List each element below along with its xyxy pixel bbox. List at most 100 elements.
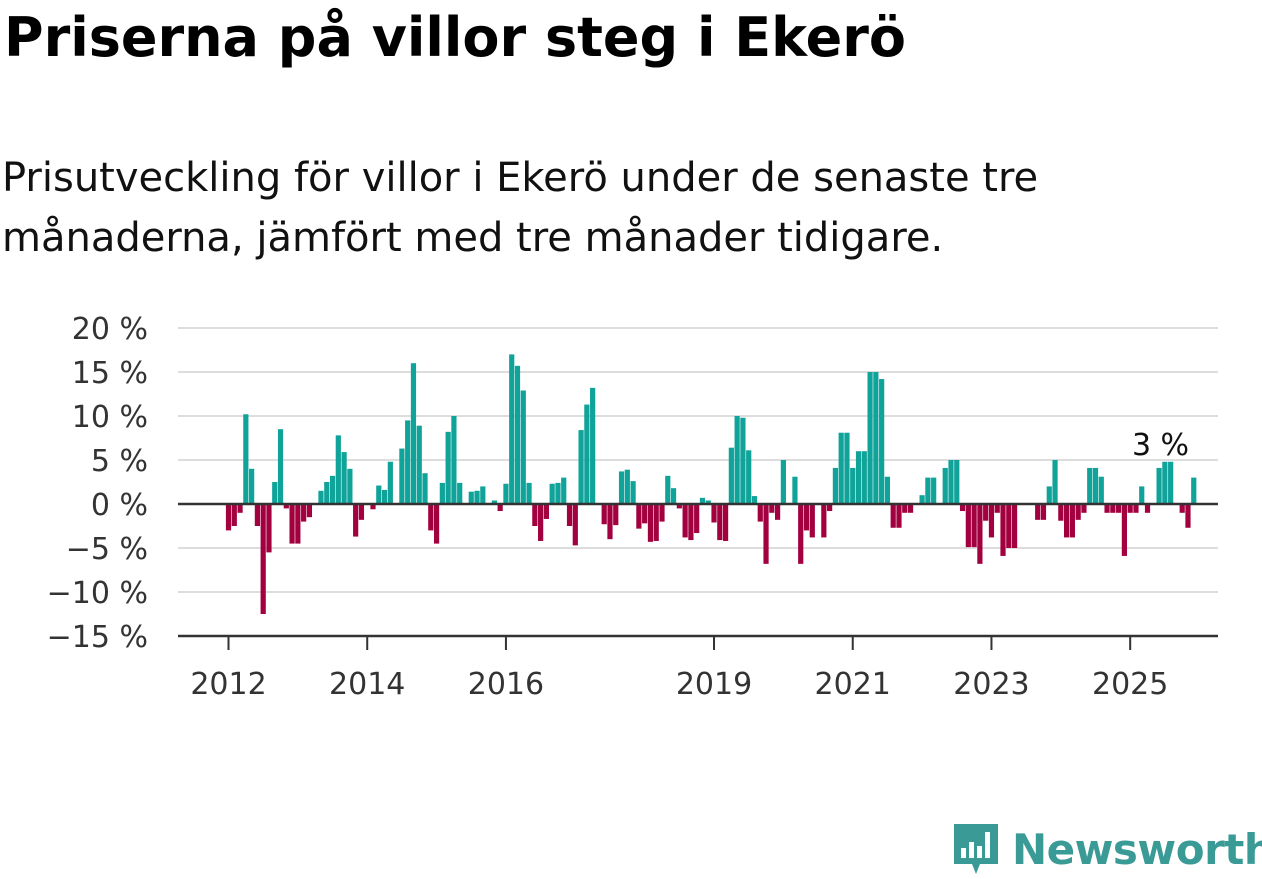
y-tick-label: −10 % bbox=[47, 576, 148, 611]
bar bbox=[526, 482, 532, 504]
bar bbox=[405, 420, 411, 504]
bar bbox=[798, 504, 804, 564]
bar bbox=[948, 460, 954, 504]
bar bbox=[832, 467, 838, 504]
bar bbox=[1069, 504, 1075, 538]
bar bbox=[607, 504, 613, 540]
bar bbox=[971, 504, 977, 548]
bar bbox=[618, 471, 625, 504]
bar bbox=[642, 504, 648, 524]
bar bbox=[1116, 504, 1122, 513]
bar bbox=[1006, 504, 1012, 548]
bar bbox=[613, 504, 619, 526]
bar bbox=[942, 467, 948, 504]
bar bbox=[717, 504, 723, 541]
bar bbox=[341, 452, 347, 504]
bar bbox=[746, 450, 752, 504]
bar bbox=[272, 482, 278, 504]
y-tick-label: −15 % bbox=[47, 620, 148, 655]
bar bbox=[907, 504, 914, 513]
bar bbox=[1168, 461, 1174, 504]
bar bbox=[1139, 486, 1145, 504]
bar bbox=[705, 500, 711, 504]
bar bbox=[549, 483, 555, 504]
bar bbox=[410, 363, 417, 504]
newsworthy-logo-icon bbox=[954, 824, 998, 874]
bar bbox=[306, 504, 313, 518]
bar bbox=[1087, 467, 1093, 504]
bar bbox=[977, 504, 983, 564]
bar bbox=[827, 504, 833, 512]
bar bbox=[480, 486, 486, 504]
last-value-annotation: 3 % bbox=[1132, 428, 1189, 463]
bar bbox=[376, 485, 382, 504]
bar bbox=[699, 497, 706, 504]
bar bbox=[954, 460, 960, 504]
bar bbox=[295, 504, 301, 544]
x-tick-label: 2012 bbox=[190, 667, 266, 702]
bar bbox=[925, 477, 931, 504]
bar bbox=[884, 476, 891, 504]
bar bbox=[1185, 504, 1191, 528]
bar bbox=[578, 430, 584, 504]
bar bbox=[630, 481, 636, 504]
bar bbox=[983, 504, 989, 521]
bar bbox=[566, 504, 573, 526]
bar bbox=[902, 504, 908, 513]
bar bbox=[353, 504, 359, 537]
bar bbox=[763, 504, 769, 564]
y-tick-label: 20 % bbox=[72, 312, 148, 347]
bar bbox=[555, 482, 561, 504]
bar bbox=[1064, 504, 1070, 538]
bar bbox=[237, 504, 243, 513]
bar bbox=[561, 477, 567, 504]
bar bbox=[1035, 504, 1041, 520]
bar bbox=[538, 504, 544, 541]
bar bbox=[329, 475, 336, 504]
bar bbox=[1040, 504, 1047, 520]
bar bbox=[1098, 476, 1104, 504]
bar bbox=[1075, 504, 1081, 520]
bar bbox=[439, 482, 445, 504]
bar bbox=[682, 504, 688, 538]
bar bbox=[254, 504, 260, 526]
x-tick-label: 2023 bbox=[953, 667, 1029, 702]
bar bbox=[1127, 504, 1133, 513]
bar bbox=[289, 504, 295, 544]
bar bbox=[503, 483, 509, 504]
bar bbox=[358, 504, 365, 520]
bar bbox=[266, 504, 272, 553]
y-tick-label: 0 % bbox=[91, 488, 148, 523]
bar bbox=[1162, 461, 1168, 504]
bar bbox=[433, 504, 440, 544]
bar bbox=[1092, 467, 1099, 504]
bar bbox=[792, 476, 798, 504]
bar bbox=[1081, 504, 1087, 513]
bar bbox=[879, 379, 885, 504]
bar bbox=[324, 482, 330, 504]
bar bbox=[653, 504, 659, 541]
x-tick-label: 2021 bbox=[815, 667, 891, 702]
bar bbox=[722, 504, 729, 541]
bar bbox=[659, 504, 665, 522]
bar bbox=[225, 504, 232, 531]
bar bbox=[988, 504, 995, 538]
bar bbox=[757, 504, 763, 522]
bar bbox=[491, 500, 497, 504]
bar bbox=[277, 429, 284, 504]
bar bbox=[422, 473, 428, 504]
x-tick-label: 2014 bbox=[329, 667, 405, 702]
bar bbox=[572, 504, 578, 546]
y-tick-label: 5 % bbox=[91, 444, 148, 479]
bar bbox=[584, 404, 590, 504]
bar bbox=[676, 504, 682, 509]
bar bbox=[867, 372, 873, 504]
bar bbox=[1110, 504, 1116, 513]
bar bbox=[688, 504, 694, 541]
bar bbox=[520, 390, 526, 504]
bar bbox=[260, 504, 266, 614]
bar bbox=[769, 504, 775, 513]
bar bbox=[1133, 504, 1139, 513]
bar bbox=[249, 468, 255, 504]
